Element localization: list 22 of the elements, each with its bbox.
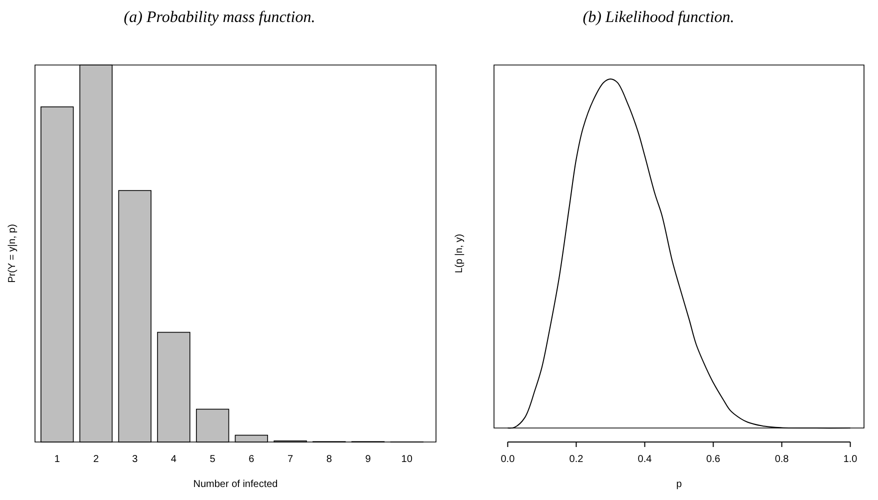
x-tick-label: 7 (288, 454, 294, 465)
x-tick-label: 6 (248, 454, 255, 465)
x-axis-title: Number of infected (193, 479, 278, 490)
x-tick-label: 1 (54, 454, 60, 465)
x-tick-label: 0.2 (569, 454, 584, 465)
x-tick-label: 8 (326, 454, 332, 465)
x-tick-label: 0.8 (774, 454, 790, 465)
y-axis-title: L(p |n, y) (454, 234, 465, 274)
x-tick-label: 4 (170, 454, 177, 465)
x-tick-label: 2 (93, 454, 100, 465)
x-tick-label: 5 (210, 454, 216, 465)
x-tick-label: 0.6 (706, 454, 721, 465)
y-axis-title: Pr(Y = y|n, p) (7, 224, 18, 283)
chart-title: (b) Likelihood function. (582, 9, 734, 26)
x-tick-label: 1.0 (843, 454, 858, 465)
x-tick-label: 9 (365, 454, 372, 465)
x-tick-label: 10 (401, 454, 413, 465)
x-tick-label: 3 (132, 454, 138, 465)
x-axis-title: p (676, 479, 682, 490)
chart-title: (a) Probability mass function. (124, 9, 316, 26)
x-tick-label: 0.4 (638, 454, 652, 465)
x-tick-label: 0.0 (500, 454, 516, 465)
